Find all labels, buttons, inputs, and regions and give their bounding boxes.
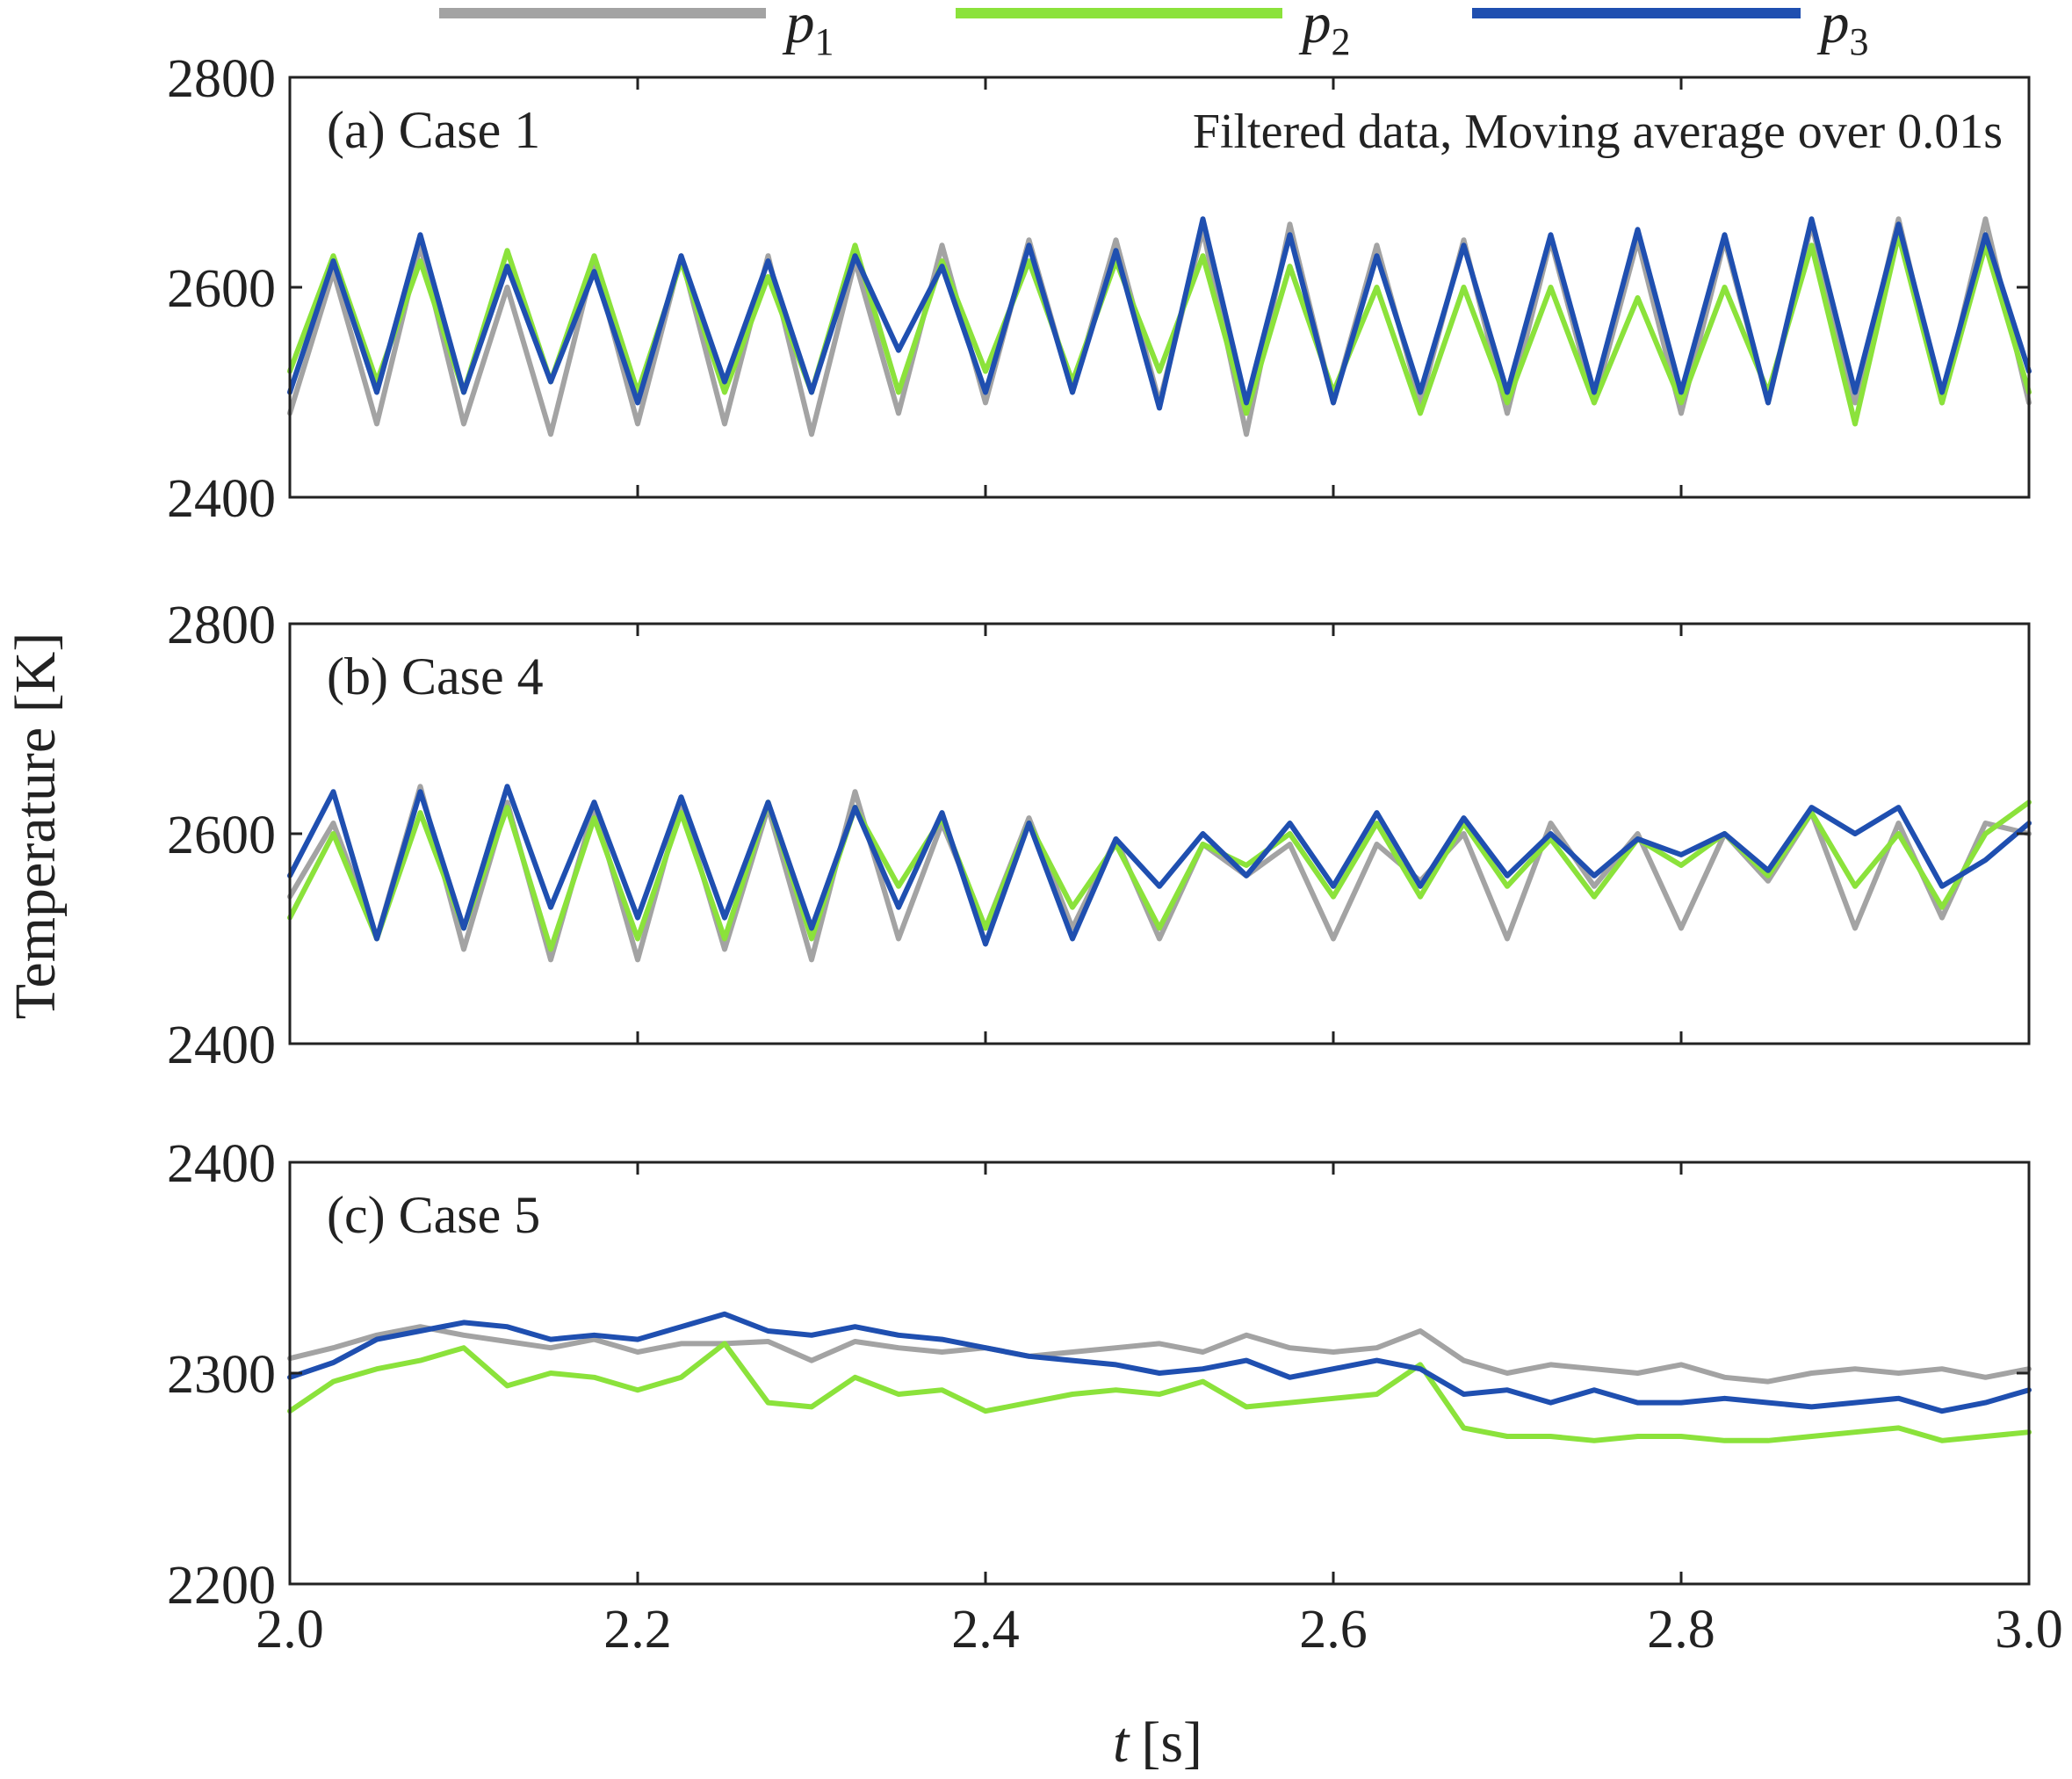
panels: 2400 2600 2800 (a) Case 1 Filtered data, Mov…	[167, 49, 2063, 1660]
legend-symbol: p	[1817, 0, 1850, 55]
x-tick-label-2.2: 2.2	[603, 1600, 672, 1660]
legend-subscript: 1	[815, 20, 834, 63]
y-tick-label-2400: 2400	[167, 1016, 276, 1075]
y-tick-label-2800: 2800	[167, 49, 276, 109]
series-p2-panel-a	[287, 232, 2032, 427]
y-tick-label-2300: 2300	[167, 1345, 276, 1405]
x-axis-unit: [s]	[1141, 1710, 1202, 1775]
legend-label-p3: p3	[1817, 0, 1869, 63]
series-p1-panel-c	[287, 1324, 2032, 1385]
y-tick-label-2600: 2600	[167, 259, 276, 319]
y-tick-label-2400: 2400	[167, 469, 276, 529]
series-p2-panel-c	[287, 1341, 2032, 1443]
x-tick-label-2.8: 2.8	[1647, 1600, 1715, 1660]
x-axis-title: t [s]	[1113, 1710, 1202, 1775]
y-tick-label-2800: 2800	[167, 596, 276, 655]
panel-label-b: (b) Case 4	[327, 647, 544, 705]
panel-c: 2200 2300 2400 2.0 2.2 2.4 2.6 2.8 3.0 (c) Case 5	[167, 1134, 2063, 1660]
panel-label-a: (a) Case 1	[327, 101, 540, 159]
legend-symbol: p	[1299, 0, 1332, 55]
legend-subscript: 2	[1332, 20, 1351, 63]
y-tick-label-2400: 2400	[167, 1134, 276, 1194]
series-p3-panel-a	[287, 216, 2032, 411]
panel-label-c: (c) Case 5	[327, 1186, 540, 1244]
x-tick-label-2.4: 2.4	[951, 1600, 1020, 1660]
legend-label-p2: p2	[1299, 0, 1351, 63]
legend: p1 p2 p3	[439, 0, 1869, 63]
x-tick-label-2.0: 2.0	[256, 1600, 324, 1660]
y-tick-label-2200: 2200	[167, 1556, 276, 1616]
legend-label-p1: p1	[783, 0, 834, 63]
x-tick-label-2.6: 2.6	[1299, 1600, 1368, 1660]
legend-symbol: p	[783, 0, 815, 55]
y-tick-label-2600: 2600	[167, 806, 276, 865]
panel-a: 2400 2600 2800 (a) Case 1 Filtered data, Mov…	[167, 49, 2032, 529]
x-axis-variable: t	[1113, 1710, 1130, 1775]
x-tick-label-3.0: 3.0	[1995, 1600, 2063, 1660]
plot-frame-b	[288, 622, 2031, 1045]
series-p2-panel-b	[287, 799, 2032, 952]
panel-b: 2400 2600 2800 (b) Case 4	[167, 596, 2032, 1075]
y-axis-title: Temperature [K]	[4, 633, 68, 1020]
series-p3-panel-b	[287, 784, 2032, 947]
legend-subscript: 3	[1850, 20, 1869, 63]
series-p3-panel-c	[287, 1311, 2032, 1414]
annotation: Filtered data, Moving average over 0.01s	[1193, 105, 2003, 159]
